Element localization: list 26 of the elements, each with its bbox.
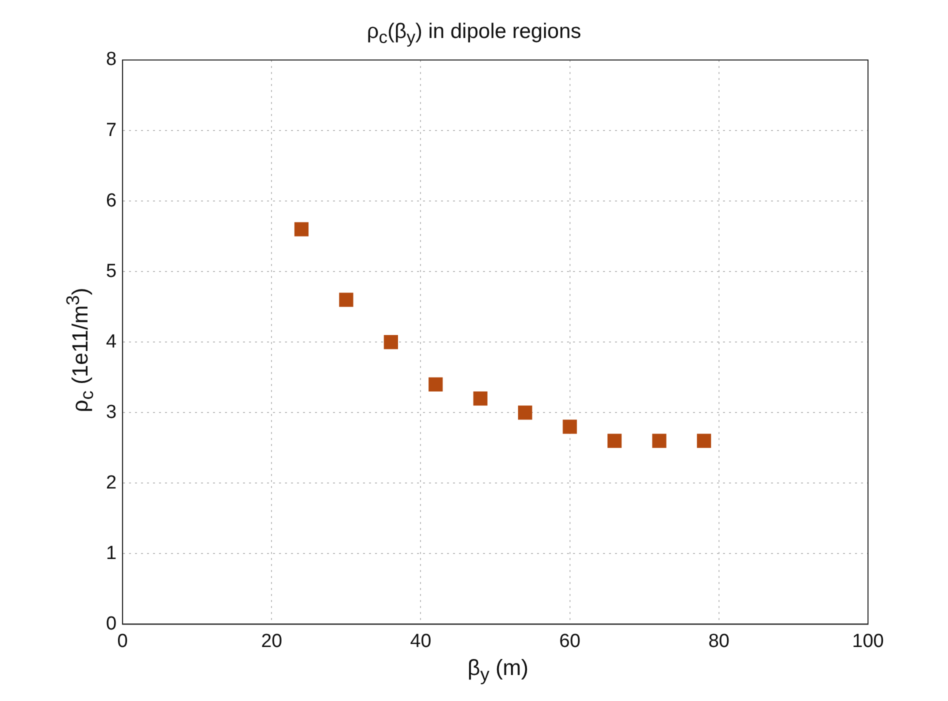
point xyxy=(562,420,577,434)
y-tick-label: 5 xyxy=(106,260,117,282)
x-tick-label: 60 xyxy=(559,630,580,652)
y-tick-label: 6 xyxy=(106,190,117,212)
chart-title: ρ$_{c}$(β$_{y}$) in dipole regions xyxy=(366,20,582,48)
point xyxy=(652,434,666,448)
x-axis-title: β$_{y}$ (m) xyxy=(466,655,530,686)
x-tick-label: 100 xyxy=(852,630,884,652)
point xyxy=(294,222,309,236)
y-tick-label: 8 xyxy=(106,49,117,70)
y-tick-label: 2 xyxy=(106,472,117,494)
y-tick-label: 7 xyxy=(106,120,117,141)
point xyxy=(384,335,398,350)
point xyxy=(339,292,354,307)
point xyxy=(607,434,622,448)
x-tick-label: 80 xyxy=(708,630,730,652)
x-tick-label: 40 xyxy=(410,630,432,652)
point xyxy=(428,377,443,392)
x-tick-label: 20 xyxy=(261,630,282,652)
y-tick-label: 4 xyxy=(106,331,117,352)
y-tick-label: 3 xyxy=(106,402,117,423)
point xyxy=(473,391,488,406)
point xyxy=(696,434,712,448)
y-tick-label: 0 xyxy=(106,613,117,634)
point xyxy=(518,406,532,420)
y-tick-label: 1 xyxy=(106,542,117,564)
